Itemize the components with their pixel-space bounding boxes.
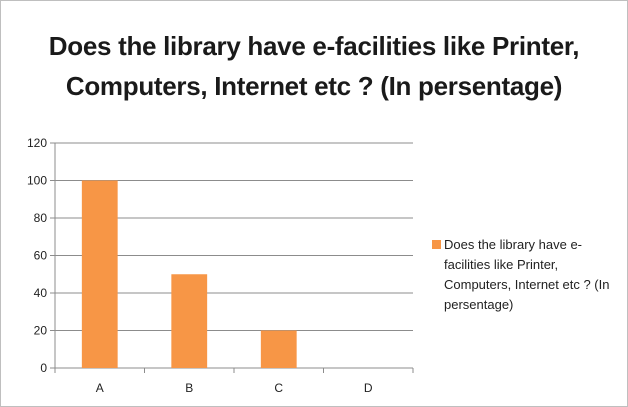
y-tick-label: 80	[34, 211, 48, 225]
chart-legend: Does the library have e-facilities like …	[432, 235, 622, 315]
y-tick-label: 20	[34, 324, 48, 338]
x-tick-label: C	[274, 381, 283, 395]
legend-label: Does the library have e-facilities like …	[444, 237, 610, 312]
y-tick-label: 60	[34, 249, 48, 263]
y-tick-label: 0	[40, 361, 47, 375]
legend-swatch	[432, 240, 441, 249]
y-tick-label: 100	[27, 174, 47, 188]
x-tick-label: B	[185, 381, 193, 395]
y-tick-label: 120	[27, 136, 47, 150]
bar-a	[81, 180, 118, 368]
x-tick-label: A	[96, 381, 104, 395]
chart-title: Does the library have e-facilities like …	[0, 26, 628, 106]
chart-title-line-2: Computers, Internet etc ? (In persentage…	[65, 71, 563, 101]
bar-c	[260, 330, 297, 368]
chart-title-line-1: Does the library have e-facilities like …	[48, 31, 580, 61]
bar-b	[171, 274, 208, 368]
x-tick-label: D	[364, 381, 373, 395]
y-tick-label: 40	[34, 286, 48, 300]
